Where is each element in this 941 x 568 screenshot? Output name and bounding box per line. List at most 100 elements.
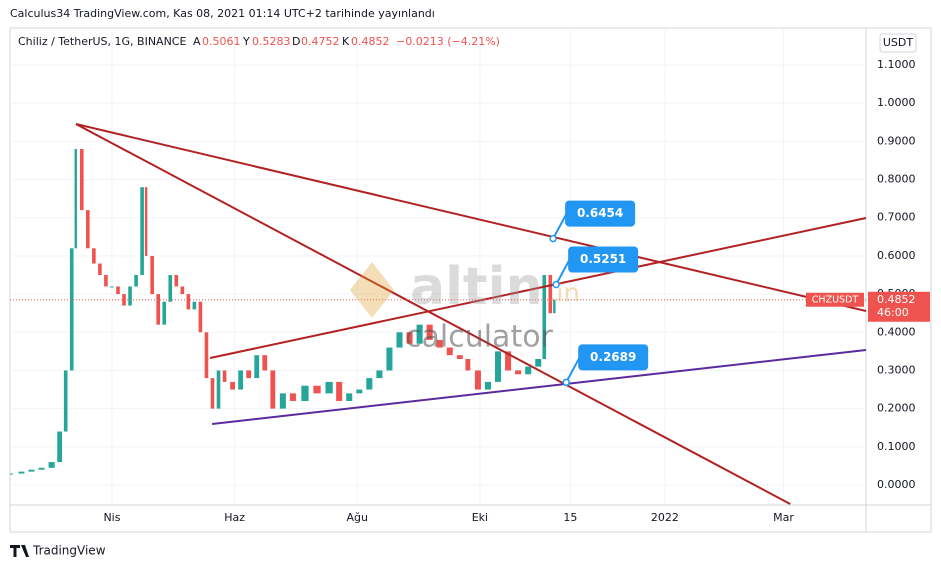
candle [186, 294, 191, 310]
open-value: 0.5061 [202, 35, 241, 48]
y-tick-label: 0.7000 [877, 211, 916, 224]
candle [366, 378, 373, 390]
candle [162, 301, 167, 325]
published-line: Calculus34 TradingView.com, Kas 08, 2021… [10, 7, 435, 20]
symbol-tag [806, 292, 864, 307]
candle [301, 385, 309, 402]
y-tick-label: 0.8000 [877, 173, 916, 186]
candle [28, 469, 35, 472]
trend-line [209, 217, 867, 359]
y-tick-label: 0.6000 [877, 249, 916, 262]
callout-pointer [555, 258, 572, 285]
candle [63, 370, 68, 432]
price-tag-countdown: 46:00 [877, 306, 909, 319]
callout-label: 0.6454 [577, 206, 623, 220]
candle [535, 359, 542, 367]
currency-button[interactable] [879, 33, 917, 53]
candle [230, 381, 236, 390]
candle [140, 187, 144, 276]
candle [246, 370, 252, 379]
low-value: 0.4752 [301, 35, 340, 48]
candle [515, 370, 522, 375]
candle [198, 301, 203, 333]
candle [495, 351, 502, 382]
candle [86, 210, 90, 249]
candle [204, 332, 209, 379]
symbol-tag-label: CHZUSDT [812, 294, 859, 305]
callout-label: 0.5251 [580, 252, 626, 266]
candle [110, 286, 114, 288]
callout-point [562, 378, 570, 387]
candle [57, 431, 63, 463]
y-tick-label: 0.9000 [877, 134, 916, 147]
y-tick-label: 1.1000 [877, 58, 916, 71]
candle [313, 385, 321, 394]
candle [9, 473, 13, 475]
candle [238, 370, 244, 390]
low-label: D [292, 35, 300, 48]
candle [542, 275, 547, 360]
x-tick-label: 2022 [651, 511, 679, 524]
candle [406, 332, 413, 344]
candle [180, 286, 185, 295]
x-tick-label: Eki [472, 511, 488, 524]
candle [69, 248, 74, 371]
candle [144, 187, 148, 256]
candle [210, 378, 215, 409]
close-value: 0.4852 [351, 35, 390, 48]
candle [525, 366, 532, 375]
callout-point [549, 234, 557, 243]
price-tag [868, 291, 930, 322]
y-tick-label: 0.1000 [877, 440, 916, 453]
candle [279, 393, 286, 409]
candle [48, 462, 55, 468]
callout-point [552, 280, 560, 289]
candle [376, 370, 383, 379]
callout-label: 0.2689 [590, 350, 636, 364]
chart-frame [9, 27, 932, 533]
high-value: 0.5283 [252, 35, 291, 48]
currency[interactable]: USDT [883, 36, 914, 49]
x-tick-label: Ağu [347, 511, 368, 524]
candle [18, 471, 25, 474]
candle [150, 255, 154, 295]
trend-line [75, 123, 791, 505]
candle [38, 467, 45, 470]
candle [386, 347, 393, 371]
candle [446, 347, 453, 356]
callout-box [565, 200, 636, 227]
symbol: Chiliz / TetherUS, 1G, BINANCE [18, 35, 186, 48]
y-tick-label: 0.4000 [877, 325, 916, 338]
candle [270, 370, 276, 409]
candle [222, 370, 227, 382]
candle [356, 389, 363, 394]
candle [74, 149, 77, 249]
candle [156, 294, 161, 325]
y-tick-label: 0.0000 [877, 478, 916, 491]
candle [216, 370, 221, 409]
candle [336, 381, 343, 402]
callout-box [578, 344, 649, 371]
candle [174, 275, 179, 287]
x-tick-label: Mar [773, 511, 794, 524]
x-tick-label: Haz [224, 511, 245, 524]
high-label: Y [242, 35, 250, 48]
candle [548, 275, 553, 314]
candle [474, 370, 481, 390]
candle [484, 381, 491, 390]
callout-pointer [552, 212, 568, 240]
candle [436, 339, 443, 348]
callout-pointer [565, 355, 582, 383]
watermark-brand: altin [410, 257, 543, 317]
candle [134, 275, 138, 287]
candle [79, 149, 84, 211]
candle [254, 355, 260, 379]
price-tag-value: 0.4852 [877, 293, 916, 306]
candle [396, 332, 403, 348]
candle [98, 263, 102, 276]
change: −0.0213 (−4.21%) [396, 35, 500, 48]
candle [456, 355, 463, 360]
candle [168, 275, 173, 302]
candle [262, 355, 268, 371]
